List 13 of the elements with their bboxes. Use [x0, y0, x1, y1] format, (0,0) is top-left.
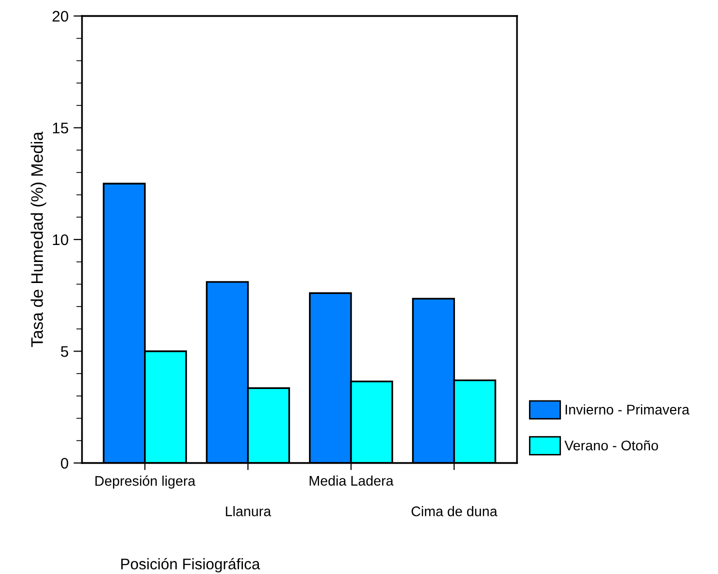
y-tick-label: 0 — [60, 458, 68, 469]
y-tick-label: 15 — [52, 122, 68, 134]
y-tick-label: 10 — [52, 234, 68, 246]
y-tick-label: 20 — [52, 10, 68, 22]
x-tick-label: Media Ladera — [310, 476, 394, 486]
y-tick-label: 5 — [60, 346, 68, 357]
y-axis-title: Tasa de Humedad (%) Media — [30, 132, 46, 348]
legend-label: Invierno - Primavera — [566, 404, 690, 415]
x-tick-label: Llanura — [226, 506, 272, 516]
legend-label: Verano - Otoño — [564, 440, 658, 450]
x-tick-label: Depresión ligera — [95, 476, 196, 489]
x-axis-title: Posición Fisiográfica — [121, 558, 260, 572]
x-tick-label: Cima de duna — [412, 506, 498, 516]
